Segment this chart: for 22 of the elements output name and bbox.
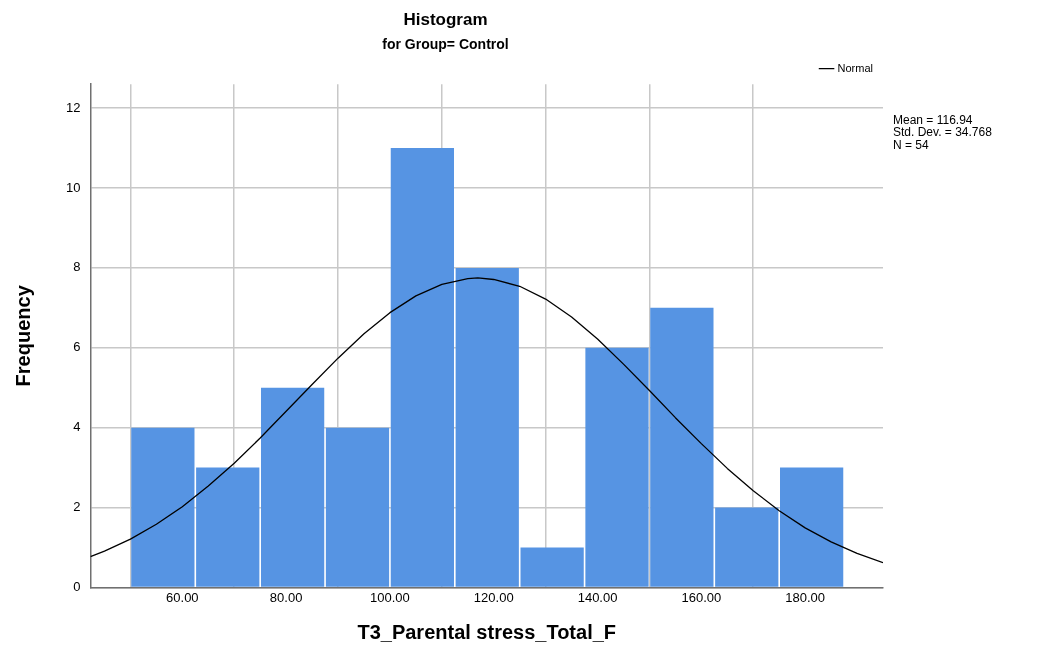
text: Std. Dev. = 34.768 [893,125,993,140]
x-tick-label: 120.00 [473,589,514,605]
x-tick-label: 180.00 [785,589,826,605]
x-tick-label: 160.00 [681,589,722,605]
y-tick-label: 12 [65,99,81,115]
chart-subtitle: for Group= Control [382,35,509,52]
y-tick-label: 4 [73,419,81,435]
y-tick-label: 8 [73,259,81,275]
x-tick-label: 140.00 [577,589,618,605]
x-tick-label: 60.00 [166,589,199,605]
text: Mean = 116.94 [893,112,973,127]
x-tick-label: 80.00 [269,589,303,605]
chart-title: Histogram [403,9,488,29]
y-axis-title: Frequency [11,284,34,387]
y-tick-label: 0 [73,578,81,594]
x-axis-title: T3_Parental stress_Total_F [357,620,617,643]
x-tick-label: 100.00 [370,589,410,605]
text: N = 54 [893,137,930,152]
y-tick-label: 10 [65,179,81,195]
y-tick-label: 2 [73,499,81,515]
y-tick-label: 6 [73,339,81,355]
legend-label: Normal [837,61,873,74]
